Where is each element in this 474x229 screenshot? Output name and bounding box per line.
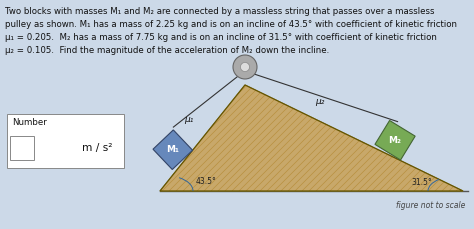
Text: M₁: M₁ (166, 145, 179, 154)
Polygon shape (160, 85, 463, 191)
Text: Number: Number (12, 118, 47, 127)
Circle shape (233, 55, 257, 79)
Text: pulley as shown. M₁ has a mass of 2.25 kg and is on an incline of 43.5° with coe: pulley as shown. M₁ has a mass of 2.25 k… (5, 20, 457, 29)
Text: figure not to scale: figure not to scale (396, 201, 465, 210)
Polygon shape (160, 85, 463, 191)
Polygon shape (153, 130, 192, 169)
Text: Two blocks with masses M₁ and M₂ are connected by a massless string that passes : Two blocks with masses M₁ and M₂ are con… (5, 7, 435, 16)
Text: μ₂ = 0.105.  Find the magnitude of the acceleration of M₂ down the incline.: μ₂ = 0.105. Find the magnitude of the ac… (5, 46, 329, 55)
FancyBboxPatch shape (10, 136, 34, 160)
Text: μ₁: μ₁ (184, 115, 194, 124)
Text: M₂: M₂ (389, 136, 401, 145)
FancyBboxPatch shape (7, 114, 124, 168)
Circle shape (240, 63, 249, 71)
Text: 43.5°: 43.5° (196, 177, 217, 186)
Polygon shape (375, 120, 415, 160)
Text: 31.5°: 31.5° (411, 178, 432, 187)
Text: μ₁ = 0.205.  M₂ has a mass of 7.75 kg and is on an incline of 31.5° with coeffic: μ₁ = 0.205. M₂ has a mass of 7.75 kg and… (5, 33, 437, 42)
Text: m / s²: m / s² (82, 143, 112, 153)
Text: μ₂: μ₂ (315, 97, 325, 106)
